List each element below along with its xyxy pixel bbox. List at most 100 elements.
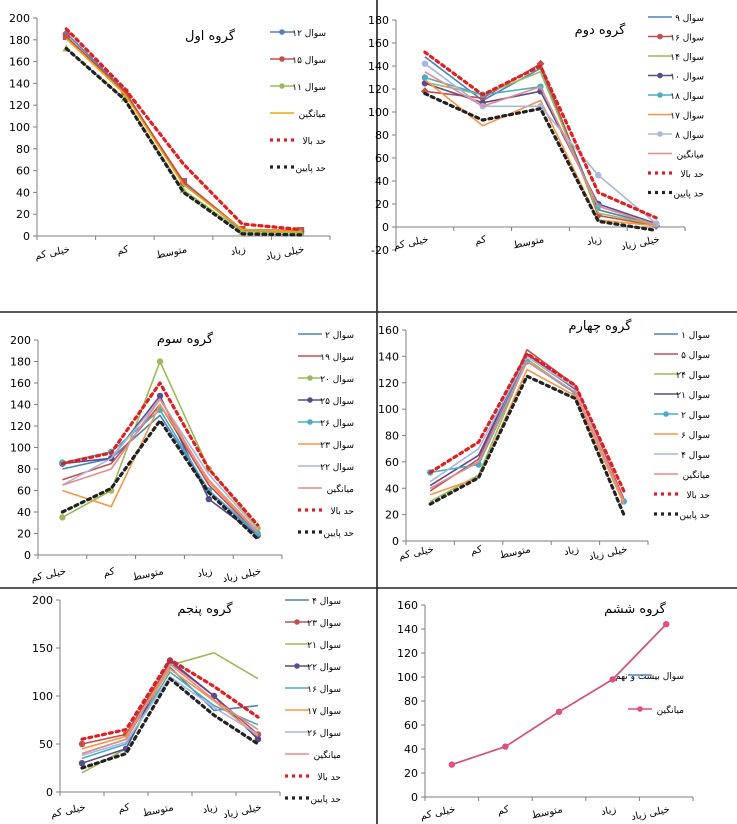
y-tick-label: 80 xyxy=(404,695,418,708)
legend-label: سوال ۸ xyxy=(675,131,704,141)
x-category-label: کم xyxy=(474,234,488,247)
x-category-label: کم xyxy=(497,804,511,817)
y-tick-label: 20 xyxy=(385,509,399,522)
legend-label: سوال ۲۶ xyxy=(307,729,341,739)
y-tick-label: 140 xyxy=(9,77,30,90)
x-category-label: کم xyxy=(102,566,116,579)
y-tick-label: 160 xyxy=(10,377,31,390)
y-tick-label: 80 xyxy=(385,430,399,443)
series-line xyxy=(424,71,657,226)
x-category-label: زیاد xyxy=(563,544,580,558)
legend-label: سوال ۱۷ xyxy=(670,112,704,122)
legend-label: حد پایین xyxy=(311,795,341,805)
series-line xyxy=(80,677,260,770)
legend-label: سوال ۲۱ xyxy=(676,391,710,401)
legend-label: سوال ۲۳ xyxy=(307,619,341,629)
y-tick-label: 20 xyxy=(16,208,30,221)
y-tick-label: 120 xyxy=(9,99,30,112)
legend-marker xyxy=(294,663,300,669)
series-line xyxy=(65,38,301,233)
legend-label: سوال ۱۸ xyxy=(670,92,704,102)
y-tick-label: 40 xyxy=(16,186,30,199)
y-tick-label: 20 xyxy=(375,198,389,211)
y-tick-label: 40 xyxy=(17,506,31,519)
data-point xyxy=(121,88,129,96)
legend-label: سوال ۱۱ xyxy=(292,83,326,93)
x-category-label: زیاد xyxy=(586,234,603,248)
legend-marker xyxy=(307,375,313,381)
data-point xyxy=(652,220,660,227)
y-tick-label: 20 xyxy=(404,767,418,780)
y-tick-label: 0 xyxy=(46,786,53,799)
series-line xyxy=(429,360,625,502)
legend-label: میانگین xyxy=(677,149,705,161)
chart-title: گروه سوم xyxy=(157,331,214,347)
legend-label: سوال ۱۹ xyxy=(320,353,354,363)
legend-label: سوال ۲ xyxy=(681,411,710,421)
series-line xyxy=(423,91,658,232)
series-line xyxy=(81,663,259,755)
legend-label: سوال ۱۵ xyxy=(292,56,326,66)
x-category-label: زیاد xyxy=(600,804,617,818)
data-point xyxy=(421,74,429,81)
legend-label: میانگین xyxy=(683,469,711,481)
x-category-label: زیاد xyxy=(230,244,247,258)
legend-label: حد پایین xyxy=(296,164,326,174)
x-category-label: کم xyxy=(117,802,131,815)
legend-label: سوال ۲ xyxy=(325,331,354,341)
y-tick-label: 40 xyxy=(375,175,389,188)
y-tick-label: 100 xyxy=(368,106,389,119)
y-tick-label: 100 xyxy=(10,442,31,455)
data-point xyxy=(59,514,66,521)
legend-label: میانگین xyxy=(314,749,342,761)
series-line xyxy=(62,403,259,532)
data-point xyxy=(254,736,262,743)
y-tick-label: 140 xyxy=(397,623,418,636)
y-tick-label: 120 xyxy=(397,647,418,660)
legend-marker xyxy=(307,419,313,425)
series-line xyxy=(424,71,657,226)
y-tick-label: 180 xyxy=(10,356,31,369)
legend-label: حد پایین xyxy=(674,190,704,200)
legend-label: سوال ۹ xyxy=(675,14,704,24)
legend-marker xyxy=(307,397,313,403)
y-tick-label: 60 xyxy=(17,485,31,498)
series-line xyxy=(423,50,658,220)
series-line xyxy=(80,657,260,741)
legend-label: سوال ۲۱ xyxy=(307,641,341,651)
x-category-label: زیاد xyxy=(196,566,213,580)
data-point xyxy=(156,358,164,365)
legend-marker xyxy=(637,706,643,712)
legend-label: سوال ۲۶ xyxy=(320,419,354,429)
y-tick-label: 60 xyxy=(404,719,418,732)
y-tick-label: 0 xyxy=(24,549,31,562)
data-point xyxy=(421,60,429,67)
legend-label: حد بالا xyxy=(302,137,326,147)
y-tick-label: 160 xyxy=(9,56,30,69)
legend-label: حد بالا xyxy=(330,507,354,517)
legend-label: سوال ۱۲ xyxy=(292,29,326,39)
chart-title: گروه پنجم xyxy=(177,601,233,617)
y-tick-label: 60 xyxy=(375,152,389,165)
data-point xyxy=(78,760,86,767)
legend-label: سوال بیست و نهم xyxy=(615,672,684,682)
y-tick-label: 200 xyxy=(9,12,30,25)
legend-label: سوال ۱۶ xyxy=(307,685,341,695)
y-tick-label: 80 xyxy=(17,463,31,476)
legend-label: حد بالا xyxy=(680,170,704,180)
series-line xyxy=(62,398,259,533)
legend-label: سوال ۲۲ xyxy=(320,463,354,473)
series-line xyxy=(429,368,625,505)
series-line xyxy=(64,27,303,232)
legend-label: میانگین xyxy=(299,108,327,120)
legend-label: سوال ۲۳ xyxy=(320,441,354,451)
y-tick-label: 140 xyxy=(378,350,399,363)
y-tick-label: 40 xyxy=(385,482,399,495)
y-tick-label: 160 xyxy=(378,324,399,337)
